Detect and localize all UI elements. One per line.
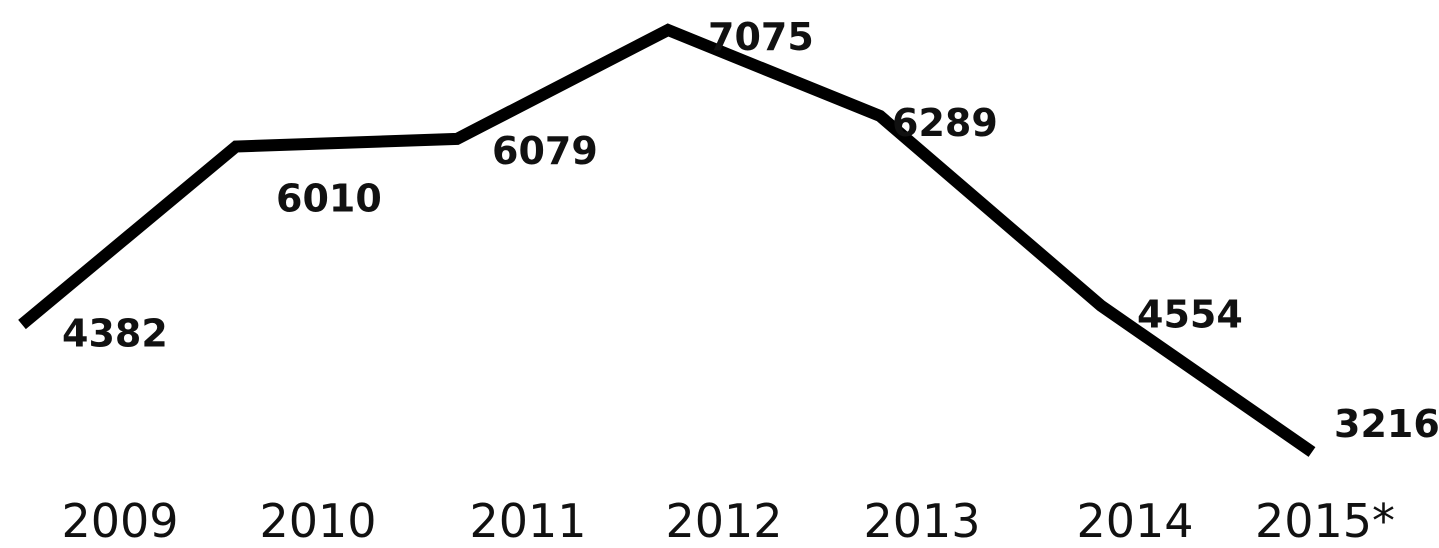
data-label-2014: 4554	[1137, 293, 1243, 337]
data-label-2011: 6079	[492, 129, 598, 173]
x-tick-label-2012: 2012	[665, 494, 782, 548]
value-labels: 4382 6010 6079 7075 6289 4554 3216	[62, 15, 1439, 446]
x-tick-label-2011: 2011	[469, 494, 586, 548]
x-tick-label-2015: 2015*	[1255, 494, 1395, 548]
data-label-2013: 6289	[892, 101, 998, 145]
data-label-2009: 4382	[62, 311, 168, 355]
x-tick-label-2009: 2009	[61, 494, 178, 548]
series-line	[18, 23, 1316, 457]
x-tick-label-2014: 2014	[1076, 494, 1193, 548]
data-label-2010: 6010	[276, 176, 382, 220]
x-tick-label-2013: 2013	[863, 494, 980, 548]
data-label-2015: 3216	[1334, 402, 1439, 446]
data-label-2012: 7075	[708, 15, 814, 59]
x-axis-tick-labels: 2009 2010 2011 2012 2013 2014 2015*	[61, 494, 1395, 548]
x-tick-label-2010: 2010	[259, 494, 376, 548]
